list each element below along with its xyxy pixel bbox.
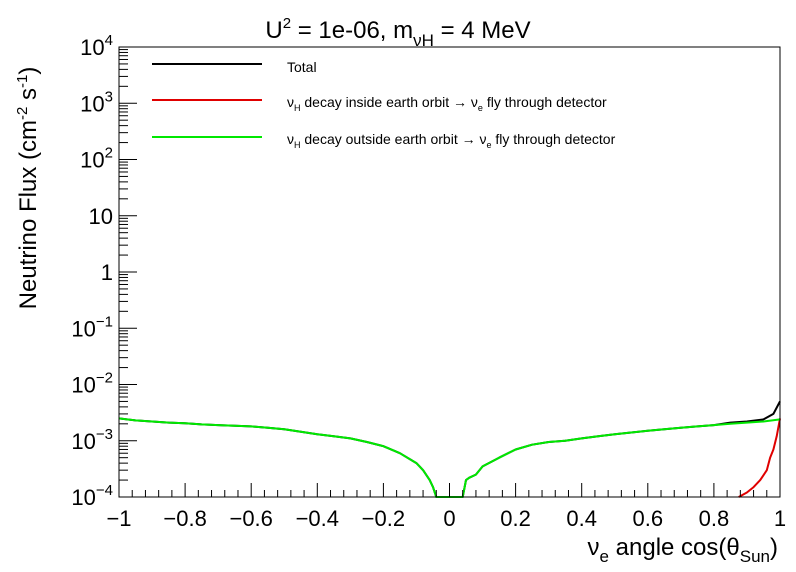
- x-tick-labels: −1 −0.8 −0.6 −0.4 −0.2 0 0.2 0.4 0.6 0.8 1: [106, 506, 786, 531]
- x-tick-label: 0.8: [699, 506, 730, 531]
- y-tick-label: 10−1: [71, 313, 113, 341]
- legend: Total νH decay inside earth orbit → νe f…: [152, 59, 616, 150]
- x-tick-label: −0.8: [163, 506, 206, 531]
- y-axis-label: Neutrino Flux (cm-2 s-1): [14, 67, 42, 310]
- x-tick-label: 1: [774, 506, 786, 531]
- x-tick-label: 0.2: [500, 506, 531, 531]
- plot-frame: [118, 46, 781, 498]
- y-tick-label: 10: [89, 204, 113, 229]
- x-tick-label: −0.6: [229, 506, 272, 531]
- chart-title: U2 = 1e-06, mνH = 4 MeV: [265, 15, 530, 50]
- x-tick-label: −1: [106, 506, 131, 531]
- y-tick-label: 104: [80, 32, 113, 60]
- legend-item-total: Total: [152, 59, 317, 75]
- y-tick-labels: 10−4 10−3 10−2 10−1 1 10 102 103 104: [71, 32, 113, 510]
- series-line-total: [118, 400, 781, 498]
- y-tick-label: 1: [101, 260, 113, 285]
- x-axis-label: νe angle cos(θSun): [588, 534, 778, 566]
- x-tick-label: 0.4: [566, 506, 597, 531]
- legend-item-outside-orbit: νH decay outside earth orbit → νe fly th…: [152, 131, 616, 150]
- x-tick-label: −0.2: [362, 506, 405, 531]
- legend-item-inside-orbit: νH decay inside earth orbit → νe fly thr…: [152, 94, 607, 113]
- y-tick-label: 10−4: [71, 482, 113, 510]
- legend-label-inside-orbit: νH decay inside earth orbit → νe fly thr…: [287, 94, 607, 113]
- x-tick-label: 0.6: [633, 506, 664, 531]
- y-tick-label: 10−2: [71, 370, 113, 398]
- legend-label-outside-orbit: νH decay outside earth orbit → νe fly th…: [287, 131, 616, 150]
- series-line-inside-orbit: [738, 418, 781, 498]
- axes: [118, 46, 781, 498]
- legend-label-total: Total: [287, 59, 317, 75]
- y-tick-label: 102: [80, 145, 113, 173]
- x-tick-label: 0: [443, 506, 455, 531]
- y-tick-label: 103: [80, 88, 113, 116]
- plot-series: [118, 400, 781, 498]
- y-tick-label: 10−3: [71, 426, 113, 454]
- x-tick-label: −0.4: [296, 506, 339, 531]
